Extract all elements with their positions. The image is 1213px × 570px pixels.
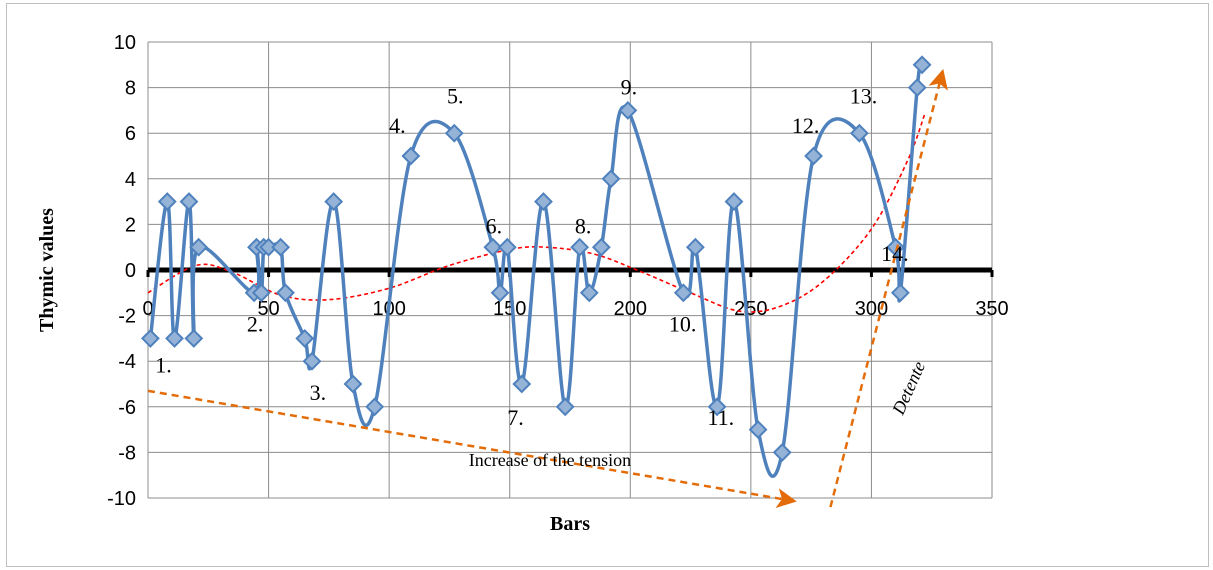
data-point-marker xyxy=(555,397,575,417)
data-point-marker xyxy=(490,283,510,303)
data-point-marker xyxy=(140,328,160,348)
y-tick-label: -6 xyxy=(118,397,136,419)
data-point-marker xyxy=(907,78,927,98)
x-tick-label: 150 xyxy=(493,298,526,320)
data-point-marker xyxy=(401,146,421,166)
annotation-label: 14. xyxy=(881,241,909,266)
annotation-label: 2. xyxy=(247,312,264,337)
x-axis-title: Bars xyxy=(550,513,590,535)
data-point-marker xyxy=(189,237,209,257)
y-tick-label: -2 xyxy=(118,306,136,328)
annotation-label: 12. xyxy=(792,113,820,138)
data-point-marker xyxy=(444,123,464,143)
annotation-label: 3. xyxy=(310,380,327,405)
data-point-marker xyxy=(601,169,621,189)
y-tick-label: 10 xyxy=(114,32,136,54)
x-tick-label: 0 xyxy=(142,298,153,320)
arrow-group xyxy=(147,68,948,509)
annotation-group: 1. 2. 3. 4. 5. 6. 7. 8. 9. 10. 11. 12. 13. 14. Increas… xyxy=(155,74,929,470)
x-tick-label: 350 xyxy=(975,298,1008,320)
data-point-marker xyxy=(271,237,291,257)
x-tick-label: 50 xyxy=(257,298,279,320)
data-point-marker xyxy=(804,146,823,166)
x-tick-label: 300 xyxy=(855,298,888,320)
detente-label: Detente xyxy=(888,358,929,418)
data-point-marker xyxy=(157,192,177,212)
data-point-marker xyxy=(184,328,204,348)
x-tick-label: 200 xyxy=(614,298,647,320)
data-point-marker xyxy=(579,283,599,303)
data-point-marker xyxy=(570,237,590,257)
data-point-marker xyxy=(534,192,553,212)
annotation-label: 1. xyxy=(155,353,172,378)
data-point-marker xyxy=(365,397,385,417)
annotation-label: Increase of the tension xyxy=(469,450,631,470)
data-point-marker xyxy=(748,420,768,440)
data-point-marker xyxy=(179,192,199,212)
data-point-marker xyxy=(512,374,532,394)
y-tick-label: -8 xyxy=(118,442,136,464)
y-tick-label: 6 xyxy=(125,123,136,145)
data-point-marker xyxy=(890,283,910,303)
annotation-label: 6. xyxy=(486,214,503,239)
data-point-marker xyxy=(772,442,792,462)
data-point-marker xyxy=(251,283,271,303)
tension-arrow xyxy=(829,68,948,508)
data-point-marker xyxy=(497,237,517,257)
y-tick-label: 8 xyxy=(125,78,136,100)
data-point-marker xyxy=(849,123,869,143)
data-point-marker xyxy=(165,328,184,348)
data-point-marker xyxy=(618,100,638,120)
y-tick-label: -4 xyxy=(118,351,136,373)
annotation-label: 10. xyxy=(669,312,697,337)
chart-frame xyxy=(6,3,1209,567)
y-tick-label: 0 xyxy=(125,260,136,282)
y-tick-label: 2 xyxy=(125,214,136,236)
tension-arrow xyxy=(147,389,797,509)
annotation-label: 8. xyxy=(575,214,592,239)
annotation-label: 7. xyxy=(507,405,524,430)
data-point-marker xyxy=(591,237,611,257)
data-point-marker xyxy=(343,374,363,394)
x-tick-label: 250 xyxy=(734,298,767,320)
data-point-marker xyxy=(302,351,322,371)
y-tick-label: 4 xyxy=(125,169,136,191)
data-point-marker xyxy=(685,237,705,257)
data-point-marker xyxy=(324,192,344,212)
data-point-marker xyxy=(483,237,503,257)
annotation-label: 11. xyxy=(707,405,734,430)
data-point-marker xyxy=(295,328,315,348)
data-point-marker xyxy=(276,283,295,303)
data-point-marker xyxy=(673,283,693,303)
data-point-marker xyxy=(707,397,727,417)
annotation-label: 13. xyxy=(850,84,878,109)
data-point-marker xyxy=(912,55,932,75)
series-group xyxy=(140,55,932,478)
y-tick-label: -10 xyxy=(107,488,136,510)
annotation-label: 5. xyxy=(447,84,464,109)
annotation-label: 4. xyxy=(389,113,406,138)
data-point-marker xyxy=(886,237,905,257)
trend-line xyxy=(147,114,926,313)
data-point-marker xyxy=(724,192,744,212)
y-axis-title: Thymic values xyxy=(36,208,58,332)
annotation-label: 9. xyxy=(621,74,638,99)
y-axis-ticks: 10 8 6 4 2 0 -2 -4 -6 -8 -10 xyxy=(107,32,136,510)
